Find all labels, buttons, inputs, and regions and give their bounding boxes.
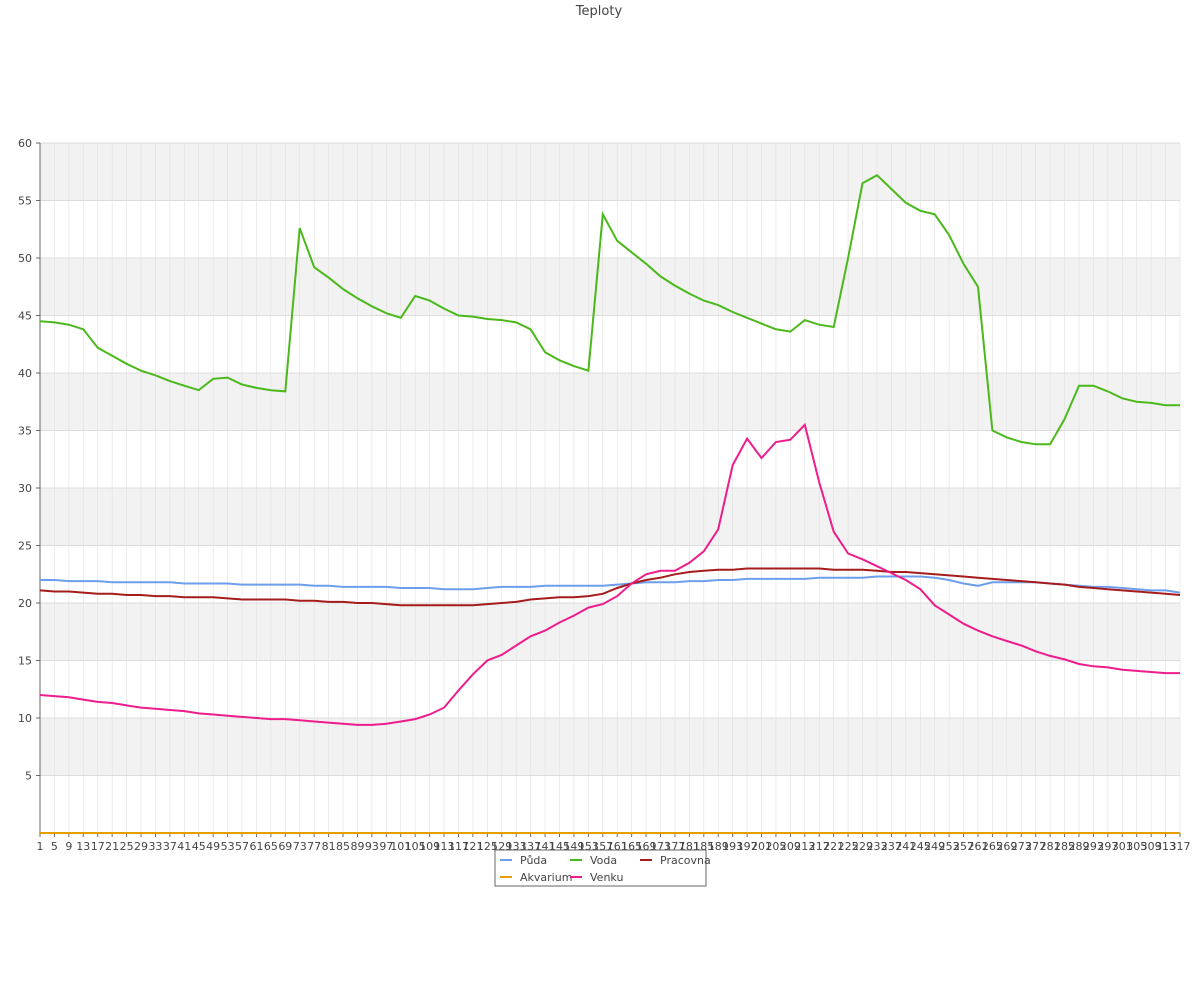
x-tick-label: 189 bbox=[708, 840, 729, 853]
series-line bbox=[40, 575, 1181, 594]
x-tick-label: 53 bbox=[221, 840, 235, 853]
y-tick-label: 10 bbox=[18, 712, 32, 725]
x-tick-label: 293 bbox=[1083, 840, 1104, 853]
x-tick-label: 265 bbox=[982, 840, 1003, 853]
x-tick-label: 77 bbox=[307, 840, 321, 853]
x-tick-label: 61 bbox=[249, 840, 263, 853]
x-tick-label: 205 bbox=[765, 840, 786, 853]
x-tick-label: 233 bbox=[866, 840, 887, 853]
x-tick-label: 17 bbox=[91, 840, 105, 853]
x-tick-label: 273 bbox=[1011, 840, 1032, 853]
x-tick-label: 33 bbox=[148, 840, 162, 853]
y-tick-label: 30 bbox=[18, 482, 32, 495]
x-tick-label: 125 bbox=[477, 840, 498, 853]
x-tick-label: 237 bbox=[881, 840, 902, 853]
x-tick-label: 13 bbox=[76, 840, 90, 853]
x-tick-label: 113 bbox=[434, 840, 455, 853]
x-tick-label: 221 bbox=[823, 840, 844, 853]
x-tick-label: 201 bbox=[751, 840, 772, 853]
x-tick-label: 213 bbox=[794, 840, 815, 853]
series-line bbox=[39, 173, 1180, 446]
x-tick-label: 301 bbox=[1112, 840, 1133, 853]
x-tick-label: 69 bbox=[278, 840, 292, 853]
x-tick-label: 261 bbox=[967, 840, 988, 853]
x-tick-label: 289 bbox=[1068, 840, 1089, 853]
y-tick-label: 15 bbox=[18, 655, 32, 668]
x-tick-label: 257 bbox=[953, 840, 974, 853]
x-tick-label: 313 bbox=[1155, 840, 1176, 853]
y-tick-label: 20 bbox=[18, 597, 32, 610]
x-tick-label: 249 bbox=[924, 840, 945, 853]
x-tick-label: 197 bbox=[737, 840, 758, 853]
x-tick-label: 37 bbox=[163, 840, 177, 853]
x-tick-label: 245 bbox=[910, 840, 931, 853]
x-tick-label: 281 bbox=[1040, 840, 1061, 853]
x-tick-label: 121 bbox=[462, 840, 483, 853]
x-tick-label: 193 bbox=[722, 840, 743, 853]
x-tick-label: 225 bbox=[838, 840, 859, 853]
x-tick-label: 117 bbox=[448, 840, 469, 853]
x-tick-label: 241 bbox=[895, 840, 916, 853]
x-tick-label: 209 bbox=[780, 840, 801, 853]
legend-label: Akvarium bbox=[520, 871, 572, 884]
series-line bbox=[39, 567, 1181, 607]
grid-band bbox=[40, 143, 1180, 201]
chart-title: Teploty bbox=[575, 4, 623, 19]
x-tick-label: 109 bbox=[419, 840, 440, 853]
x-tick-label: 5 bbox=[51, 840, 58, 853]
x-tick-label: 229 bbox=[852, 840, 873, 853]
y-tick-label: 35 bbox=[18, 425, 32, 438]
grid-band bbox=[40, 258, 1180, 316]
series-line bbox=[39, 422, 1180, 726]
x-tick-label: 297 bbox=[1097, 840, 1118, 853]
x-tick-label: 85 bbox=[336, 840, 350, 853]
legend-label: Půda bbox=[520, 854, 547, 867]
x-tick-label: 29 bbox=[134, 840, 148, 853]
x-tick-label: 305 bbox=[1126, 840, 1147, 853]
x-tick-label: 253 bbox=[939, 840, 960, 853]
grid-band bbox=[40, 718, 1180, 776]
x-tick-label: 25 bbox=[120, 840, 134, 853]
y-tick-label: 25 bbox=[18, 540, 32, 553]
y-tick-label: 45 bbox=[18, 310, 32, 323]
y-tick-label: 55 bbox=[18, 195, 32, 208]
x-tick-label: 81 bbox=[322, 840, 336, 853]
x-tick-label: 309 bbox=[1141, 840, 1162, 853]
x-tick-label: 65 bbox=[264, 840, 278, 853]
x-tick-label: 9 bbox=[65, 840, 72, 853]
grid-band bbox=[40, 603, 1180, 661]
x-tick-label: 57 bbox=[235, 840, 249, 853]
y-tick-label: 60 bbox=[18, 137, 32, 150]
x-tick-label: 89 bbox=[350, 840, 364, 853]
x-tick-label: 49 bbox=[206, 840, 220, 853]
x-tick-label: 45 bbox=[192, 840, 206, 853]
x-tick-label: 105 bbox=[405, 840, 426, 853]
x-tick-label: 21 bbox=[105, 840, 119, 853]
x-tick-label: 285 bbox=[1054, 840, 1075, 853]
legend-label: Venku bbox=[590, 871, 623, 884]
x-tick-label: 93 bbox=[365, 840, 379, 853]
x-tick-label: 217 bbox=[809, 840, 830, 853]
y-tick-label: 50 bbox=[18, 252, 32, 265]
y-tick-label: 5 bbox=[25, 770, 32, 783]
legend-label: Voda bbox=[590, 854, 617, 867]
x-tick-label: 277 bbox=[1025, 840, 1046, 853]
x-tick-label: 317 bbox=[1170, 840, 1191, 853]
x-tick-label: 97 bbox=[379, 840, 393, 853]
legend-label: Pracovna bbox=[660, 854, 711, 867]
x-tick-label: 269 bbox=[996, 840, 1017, 853]
x-tick-label: 73 bbox=[293, 840, 307, 853]
x-tick-label: 41 bbox=[177, 840, 191, 853]
x-tick-label: 101 bbox=[390, 840, 411, 853]
legend-box bbox=[494, 849, 707, 887]
x-tick-label: 1 bbox=[37, 840, 44, 853]
y-tick-label: 40 bbox=[18, 367, 32, 380]
grid-band bbox=[40, 488, 1180, 546]
